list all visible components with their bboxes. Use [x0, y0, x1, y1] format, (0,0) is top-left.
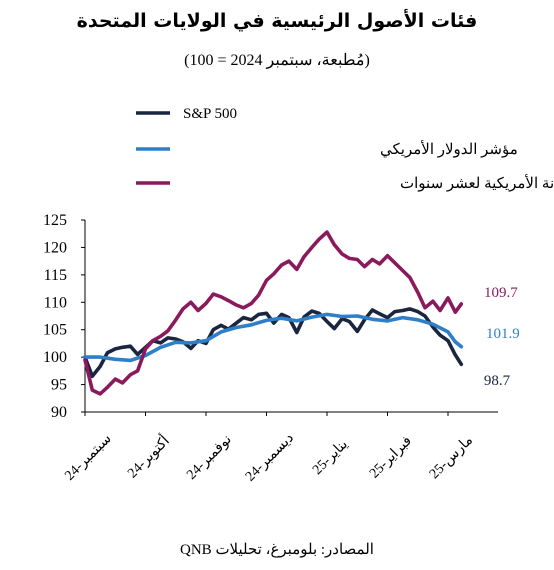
legend-label-1: مؤشر الدولار الأمريكي	[380, 140, 518, 158]
series-end-label-0: 98.7	[484, 373, 511, 389]
series-end-label-1: 101.9	[486, 326, 520, 342]
y-tick-label: 110	[44, 294, 67, 311]
y-tick-label: 105	[43, 322, 67, 339]
y-tick-label: 95	[51, 377, 67, 394]
x-tick-label: مارس-25	[427, 433, 476, 482]
series-line-1	[83, 312, 464, 363]
x-tick-label: فبراير-25	[367, 434, 415, 482]
x-tick-label: نوفمبر-24	[184, 432, 235, 483]
y-tick-label: 125	[43, 212, 67, 229]
x-tick-label: يناير-25	[310, 437, 351, 478]
y-tick-label: 90	[51, 404, 67, 421]
chart-title: فئات الأصول الرئيسية في الولايات المتحدة	[76, 10, 478, 32]
x-tick-label: أكتوبر-24	[122, 431, 172, 481]
series-end-label-2: 109.7	[484, 285, 518, 301]
x-tick-label: سبتمبر-24	[62, 431, 114, 483]
legend-label-0: S&P 500	[183, 106, 237, 122]
chart-source: المصادر: بلومبرغ، تحليلات QNB	[180, 542, 374, 558]
y-tick-label: 100	[43, 349, 67, 366]
series-line-2	[83, 230, 464, 396]
legend-label-2: سندات الخزانة الأمريكية لعشر سنوات	[400, 174, 554, 192]
legend: S&P 500 مؤشر الدولار الأمريكي سندات الخزان…	[136, 106, 554, 192]
chart-axes: 90 95 100 105 110 115 120 125 سبتمبر-24 أكتوبر-24…	[43, 212, 498, 485]
chart-subtitle: (مُطبعة، سبتمبر 2024 = 100)	[184, 52, 370, 69]
plot-area: 98.7 101.9 109.7	[83, 230, 520, 396]
y-tick-label: 115	[44, 267, 67, 284]
y-tick-label: 120	[43, 239, 67, 256]
x-tick-label: ديسمبر-24	[243, 431, 297, 485]
